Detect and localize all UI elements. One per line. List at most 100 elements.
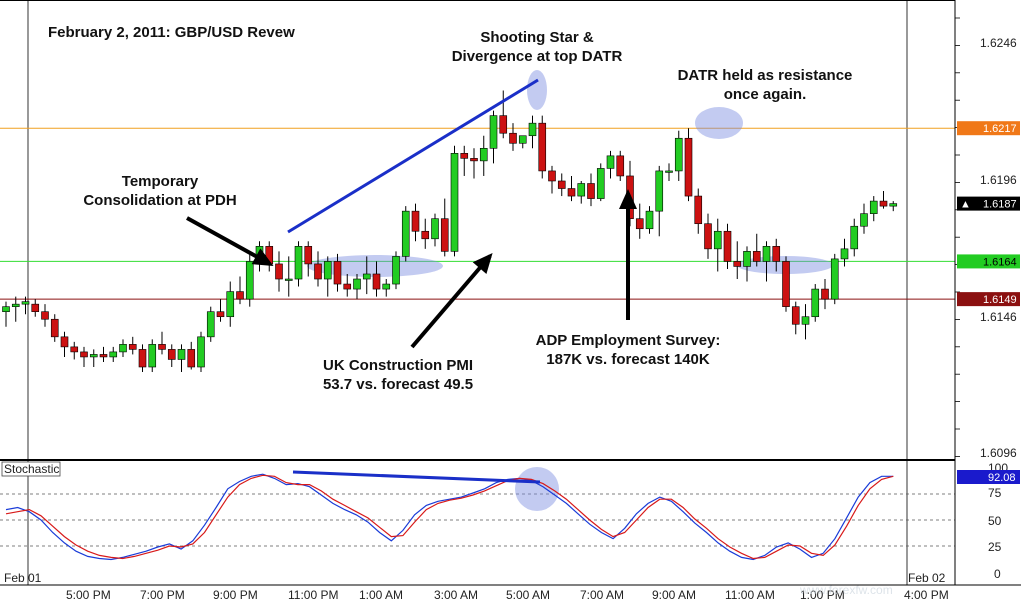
time-tick-7pm: 7:00 PM [140,588,185,602]
bullish-candle [762,246,771,262]
time-tick-3am: 3:00 AM [434,588,478,602]
price-box-label-0: 1.6217 [983,123,1017,135]
chart-title: February 2, 2011: GBP/USD Revew [48,24,295,41]
bearish-candle [684,137,693,197]
bullish-candle [197,336,205,368]
price-box-0 [957,121,1020,136]
price-box-label-1: 1.6187 [983,199,1017,211]
bullish-candle [528,122,537,137]
price-box-3 [957,292,1020,307]
bearish-candle [333,261,342,285]
bearish-candle [128,344,137,350]
bullish-candle [674,137,683,172]
bullish-candle [518,135,527,144]
annotation-datr-1: DATR held as resistance [678,67,853,84]
time-tick-feb01: Feb 01 [4,571,42,585]
bullish-candle [177,349,186,360]
annotation-shooting-star-1: Shooting Star & [480,29,593,46]
time-tick-9pm: 9:00 PM [213,588,258,602]
stochastic-label-box [1,461,61,477]
stochastic-label: Stochastic [4,462,59,476]
divergence-trendline-stoch [292,470,541,484]
time-tick-9am: 9:00 AM [652,588,696,602]
bearish-candle [70,346,79,353]
annotation-temp-1: Temporary [122,173,199,190]
highlight-shooting-star [527,70,547,110]
bullish-candle [655,170,664,212]
bullish-candle [665,170,673,173]
time-tick-11am: 11:00 AM [725,588,775,602]
arrow-uk-pmi-head [472,252,493,275]
time-tick-11pm: 11:00 PM [288,588,338,602]
stoch-k-line [5,473,894,561]
price-tick-1-6246: 1.6246 [980,36,1017,50]
bearish-candle [733,261,742,267]
bearish-candle [411,210,420,232]
time-tick-1am: 1:00 AM [359,588,403,602]
bearish-candle [99,354,108,358]
bullish-candle [431,218,439,240]
price-labels: 1.6217 1.6187 ▲ 1.6164 1.6149 [957,121,1020,307]
price-box-label-2: 1.6164 [983,256,1017,268]
bearish-candle [879,200,888,207]
bearish-candle [791,306,800,325]
bullish-candle [362,273,371,280]
bullish-candle [11,303,20,307]
bearish-candle [314,263,322,280]
bullish-candle [89,354,98,358]
bearish-candle [80,351,88,358]
bullish-candle [596,168,605,199]
bearish-candle [460,153,469,159]
bullish-candle [401,210,410,257]
bearish-candle [421,230,430,240]
bearish-candle [782,261,790,307]
bearish-candle [723,230,732,262]
stoch-value-box [957,470,1020,484]
bearish-candle [635,218,644,230]
bullish-candle [284,278,293,281]
bullish-candle [713,230,722,250]
bullish-candle [119,344,127,353]
bullish-candle [801,316,810,325]
time-tick-5am: 5:00 AM [506,588,550,602]
bearish-candle [50,318,59,338]
bullish-candle [109,351,118,358]
bearish-candle [587,183,595,199]
price-box-1 [957,196,1020,211]
time-tick-1pm: 1:00 PM [800,588,845,602]
bullish-candle [645,210,654,230]
overlay [186,78,637,484]
price-tick-1-6196: 1.6196 [980,173,1017,187]
annotation-adp-1: ADP Employment Survey: [536,332,721,349]
bullish-candle [850,225,859,250]
bullish-candle [830,258,839,300]
bullish-candle [148,344,157,368]
annotation-temp-2: Consolidation at PDH [83,192,236,209]
price-tick-1-6096: 1.6096 [980,446,1017,460]
arrow-uk-pmi-shaft [410,254,492,349]
bearish-candle [538,122,547,172]
arrow-adp-head [619,189,637,209]
stoch-d-line [5,474,894,560]
time-tick-7am: 7:00 AM [580,588,624,602]
bearish-candle [704,223,712,250]
bullish-candle [811,288,820,318]
stoch-tick-25: 25 [988,540,1002,554]
bearish-candle [138,349,147,368]
bullish-candle [450,153,459,252]
bearish-candle [694,195,703,225]
price-box-marker: ▲ [960,199,971,211]
price-tick-obscured: 1.6146 [980,310,1017,324]
arrow-consolidation-head [251,248,274,266]
watermark: www.forexfw.com [799,583,893,597]
time-tick-feb02: Feb 02 [908,571,946,585]
bearish-candle [158,344,166,350]
bullish-candle [840,248,849,260]
bearish-candle [372,273,381,290]
bullish-candle [743,251,751,267]
bearish-candle [821,288,829,300]
stochastic-lines [5,473,894,561]
bearish-candle [275,263,283,280]
bearish-candle [187,349,196,368]
price-box-2 [957,254,1020,269]
